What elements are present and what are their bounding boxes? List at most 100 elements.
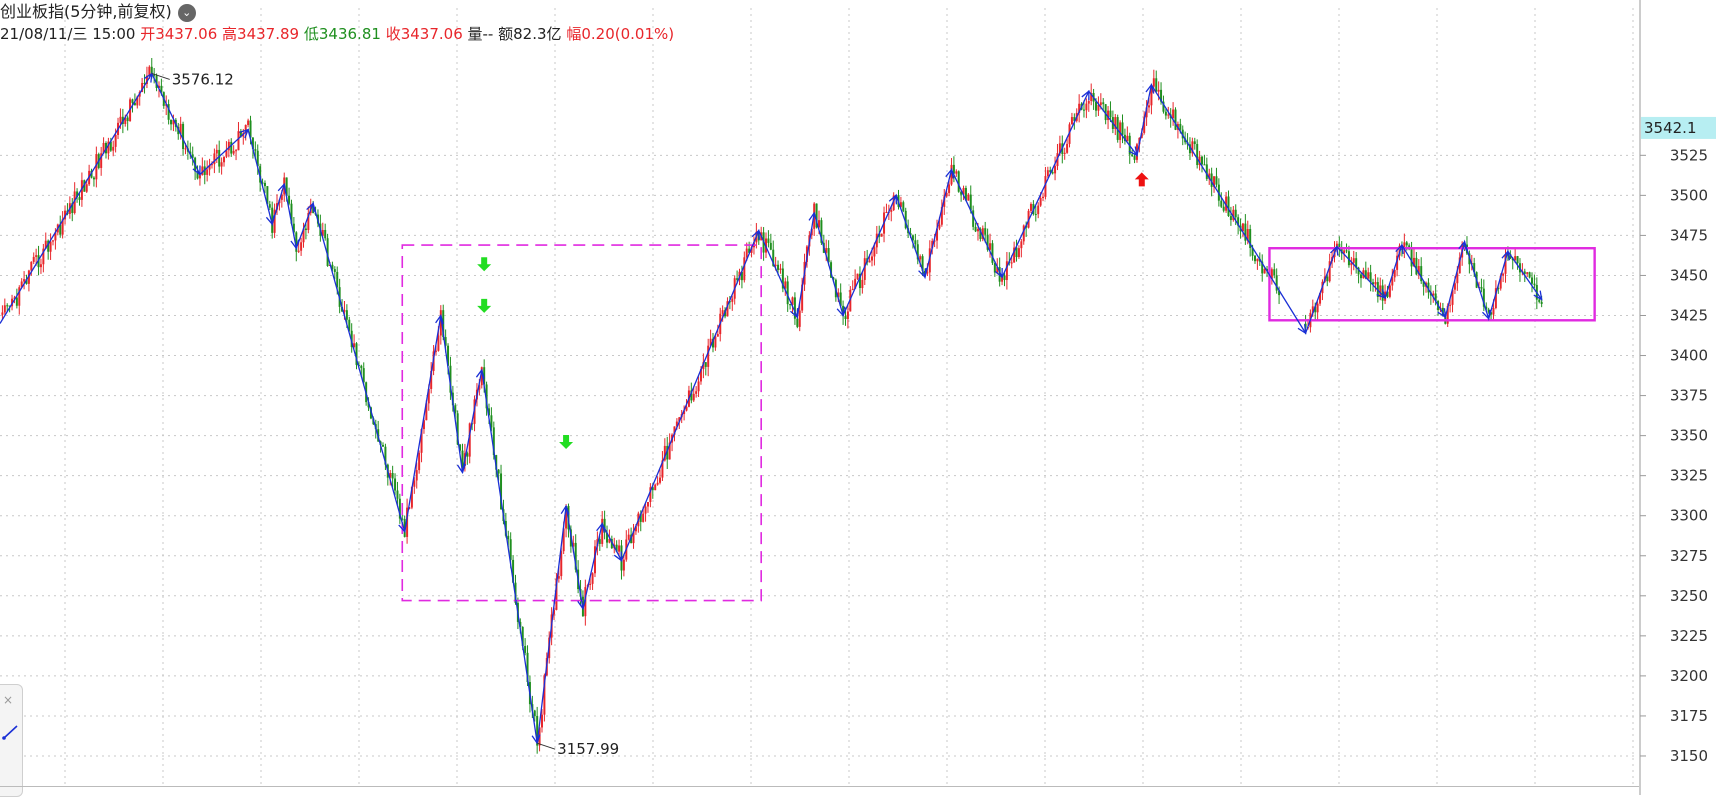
candle-body xyxy=(1386,291,1389,297)
zigzag-arrowhead xyxy=(1395,243,1404,255)
candle-body xyxy=(1220,200,1223,207)
candle-body xyxy=(145,75,148,84)
y-tick-label: 3300 xyxy=(1670,507,1708,525)
candle-body xyxy=(1273,269,1276,276)
candle-body xyxy=(1244,223,1247,241)
candle-body xyxy=(1487,309,1490,313)
candle-body xyxy=(44,240,47,249)
candle-body xyxy=(830,262,833,278)
candle-body xyxy=(880,233,883,237)
candle-body xyxy=(1249,229,1252,249)
candle-body xyxy=(1198,156,1201,166)
candle-body xyxy=(249,120,252,138)
candle-body xyxy=(663,445,666,461)
candle-body xyxy=(702,362,705,370)
candle-body xyxy=(1494,288,1497,309)
candle-body xyxy=(1473,263,1476,273)
grid-layer xyxy=(0,8,1638,786)
open-label: 开 xyxy=(140,25,156,43)
candle-body xyxy=(634,526,637,532)
candle-body xyxy=(47,240,50,252)
candle-body xyxy=(239,131,242,137)
candle-body xyxy=(926,272,929,274)
candle-body xyxy=(659,477,662,483)
volume-value: 量-- xyxy=(467,25,494,43)
candle-body xyxy=(331,264,334,270)
candle-body xyxy=(748,248,751,253)
candle-body xyxy=(1304,323,1307,328)
candle-body xyxy=(1164,111,1167,116)
candle-body xyxy=(454,405,457,414)
candle-body xyxy=(1227,196,1230,217)
candle-body xyxy=(1326,276,1329,282)
candle-body xyxy=(124,117,127,124)
candle-body xyxy=(280,194,283,200)
candle-body xyxy=(839,292,842,306)
candle-body xyxy=(191,154,194,158)
candle-body xyxy=(916,244,919,260)
candle-body xyxy=(1063,152,1066,154)
candle-body xyxy=(398,498,401,519)
zigzag-arrowhead xyxy=(596,522,605,533)
candle-body xyxy=(622,559,625,571)
zigzag-arrowhead xyxy=(1128,146,1138,157)
candle-body xyxy=(507,535,510,540)
candle-body xyxy=(345,310,348,320)
candle-body xyxy=(487,408,490,416)
candle-body xyxy=(427,388,430,404)
candle-body xyxy=(1044,176,1047,197)
candle-body xyxy=(1504,254,1507,274)
candle-body xyxy=(991,243,994,263)
candle-body xyxy=(962,188,965,195)
candle-body xyxy=(957,171,960,192)
candle-body xyxy=(627,534,630,540)
candle-body xyxy=(266,186,269,205)
candle-body xyxy=(1316,303,1319,313)
zigzag-arrowhead xyxy=(560,504,570,515)
candle-body xyxy=(304,228,307,231)
candle-body xyxy=(1042,196,1045,198)
candle-body xyxy=(1379,285,1382,297)
line-draw-tool-icon[interactable] xyxy=(2,723,20,741)
candle-body xyxy=(198,175,201,179)
candle-body xyxy=(1410,249,1413,267)
candle-body xyxy=(1174,109,1177,130)
candle-body xyxy=(837,292,840,298)
zigzag-arrowhead xyxy=(1501,249,1511,261)
candle-body xyxy=(196,171,199,179)
candle-body xyxy=(300,242,303,251)
candle-body xyxy=(675,421,678,427)
title-dropdown-icon[interactable]: ⌄ xyxy=(177,3,196,22)
candle-body xyxy=(90,170,93,178)
candle-body xyxy=(360,365,363,369)
candle-body xyxy=(974,226,977,232)
candle-body xyxy=(646,501,649,507)
zigzag-arrowhead xyxy=(1145,83,1155,94)
candle-body xyxy=(1232,209,1235,221)
candle-body xyxy=(273,209,276,233)
candle-body xyxy=(1208,173,1211,179)
zigzag-arrowhead xyxy=(1533,290,1543,301)
candle-body xyxy=(940,206,943,225)
candle-body xyxy=(784,281,787,289)
candle-body xyxy=(39,264,42,268)
zigzag-layer xyxy=(0,72,1543,745)
zigzag-arrowhead xyxy=(277,182,287,194)
annotation-pointer xyxy=(537,742,556,750)
candle-body xyxy=(565,505,568,529)
zigzag-arrowhead xyxy=(945,168,954,179)
candle-body xyxy=(201,166,204,176)
candle-body xyxy=(1119,122,1122,140)
candle-body xyxy=(1157,89,1160,92)
candle-body xyxy=(976,229,979,232)
candle-body xyxy=(1070,117,1073,125)
candle-body xyxy=(1497,288,1500,290)
candle-body xyxy=(51,240,54,242)
candle-body xyxy=(1131,154,1134,156)
candle-body xyxy=(59,224,62,235)
candle-body xyxy=(78,197,81,200)
y-tick-label: 3500 xyxy=(1670,186,1708,204)
close-icon[interactable]: × xyxy=(3,693,14,707)
current-price-tag xyxy=(1641,116,1716,139)
